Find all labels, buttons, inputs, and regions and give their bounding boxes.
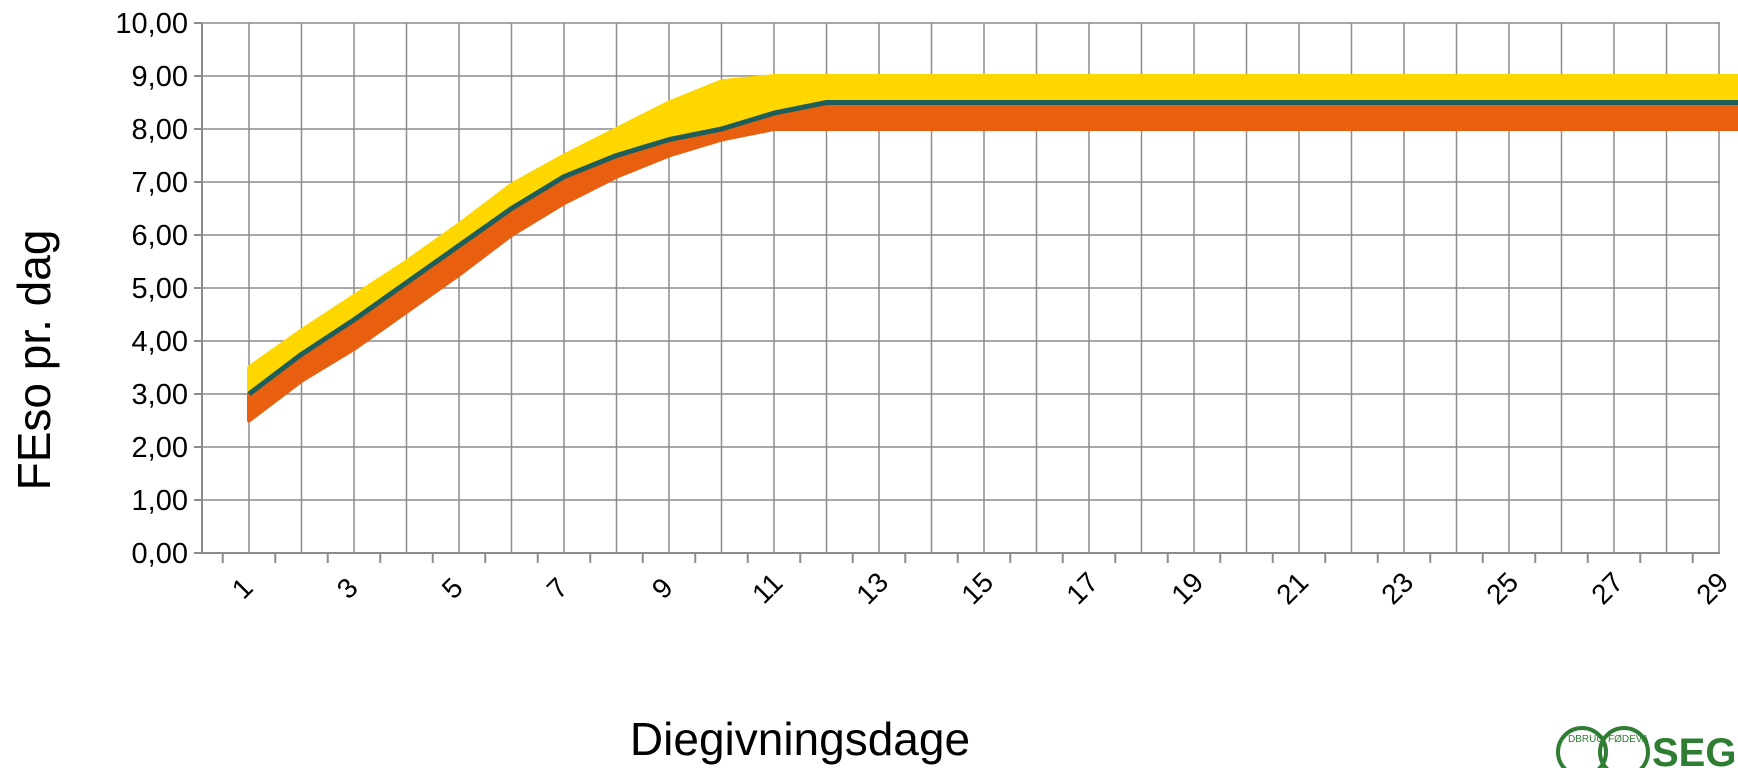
series-line-center [247,100,1738,396]
x-tick-labels: 1 3 5 7 9 11 13 15 17 19 21 23 25 27 29 [226,566,1734,610]
x-tick-label: 7 [541,572,574,605]
logo-ring-text-right: FØDEVA [1608,734,1649,745]
logo-ring-left-icon [1556,726,1608,768]
bands [247,74,1738,423]
x-tick-label: 9 [646,572,679,605]
y-tick-label: 5,00 [132,273,188,305]
x-tick-label: 27 [1585,566,1629,610]
x-axis-title: Diegivningsdage [630,713,970,765]
y-tick-label: 4,00 [132,326,188,358]
x-tick-label: 23 [1375,566,1419,610]
axes [194,22,1720,563]
y-axis-title: FEso pr. dag [8,230,60,491]
x-tick-label: 17 [1060,566,1104,610]
x-tick-label: 1 [226,572,259,605]
y-tick-label: 7,00 [132,167,188,199]
x-tick-label: 15 [955,566,999,610]
x-tick-label: 29 [1690,566,1734,610]
x-tick-label: 19 [1165,566,1209,610]
y-tick-label: 9,00 [132,61,188,93]
x-tick-label: 13 [850,566,894,610]
y-tick-label: 8,00 [132,114,188,146]
logo-ring-text-left: DBRUG [1568,734,1604,745]
series-band-lower [247,100,1738,423]
y-tick-label: 10,00 [115,8,188,40]
y-tick-label: 1,00 [132,485,188,517]
y-tick-labels: 0,00 1,00 2,00 3,00 4,00 5,00 6,00 7,00 8,00 9,00… [115,8,188,570]
y-tick-label: 6,00 [132,220,188,252]
logo-ring-right-icon [1598,726,1650,768]
y-tick-label: 3,00 [132,379,188,411]
series-lines [247,100,1738,396]
sega-logo: DBRUG FØDEVA SEG [1556,726,1736,768]
y-tick-label: 2,00 [132,432,188,464]
x-tick-label: 25 [1480,566,1524,610]
y-tick-label: 0,00 [132,538,188,570]
x-tick-label: 5 [436,572,469,605]
x-tick-label: 21 [1270,566,1314,610]
x-tick-label: 11 [746,567,788,609]
grid [202,22,1720,554]
logo-text: SEG [1652,731,1736,768]
x-tick-label: 3 [331,572,364,605]
